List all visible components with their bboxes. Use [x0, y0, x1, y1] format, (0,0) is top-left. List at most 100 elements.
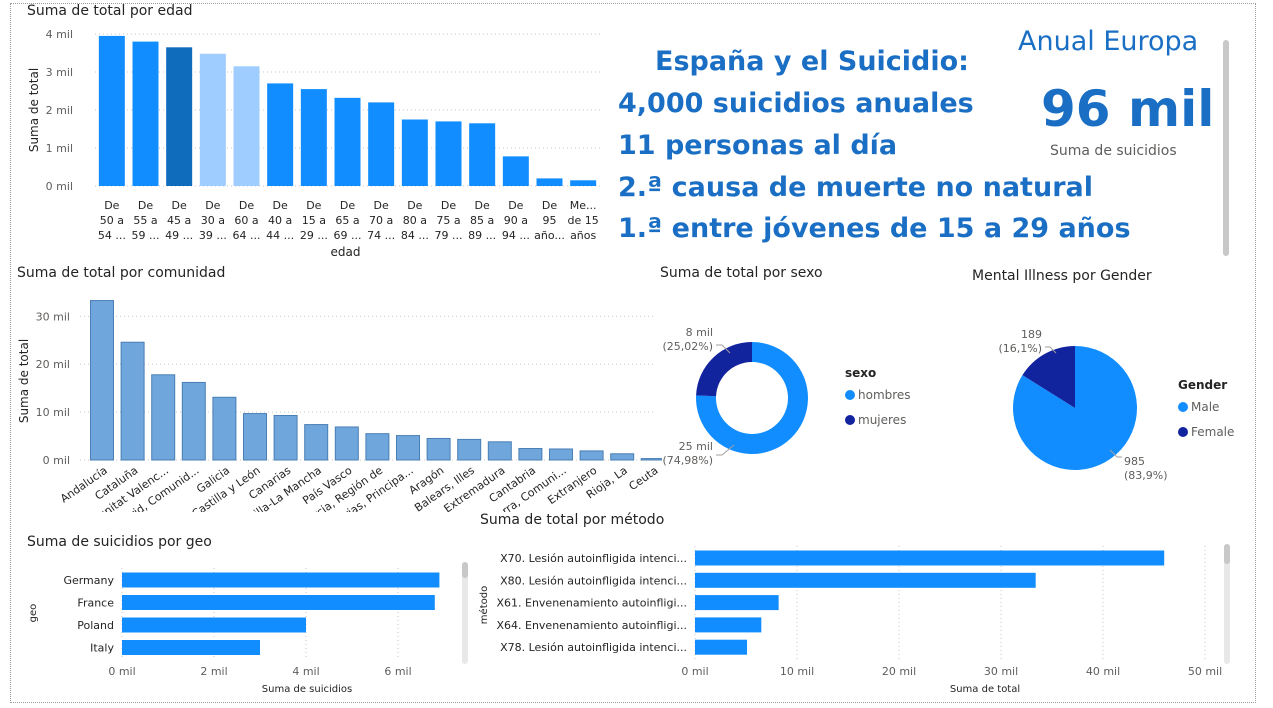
- geo-y-axis-label: geo: [28, 604, 39, 623]
- comunidad-y-axis-label: Suma de total: [17, 339, 31, 423]
- edad-x-tick-label: 70 a: [369, 214, 393, 227]
- comunidad-bar: [610, 453, 635, 461]
- metodo-bar-chart[interactable]: 0 mil 10 mil 20 mil 30 mil 40 mil 50 mil X70. …: [475, 535, 1235, 703]
- geo-bar: [122, 595, 435, 610]
- comunidad-bar: [212, 396, 237, 461]
- metodo-y-tick-label: X70. Lesión autoinfligida intenci...: [500, 552, 687, 565]
- comunidad-bar: [304, 424, 329, 461]
- edad-x-axis-label: edad: [331, 245, 361, 259]
- comunidad-bar: [487, 441, 512, 461]
- geo-bar: [122, 640, 260, 655]
- edad-bar: [166, 47, 193, 186]
- edad-x-tick-label: De: [340, 199, 355, 212]
- comunidad-bar: [90, 300, 114, 461]
- edad-x-tick-label: De: [172, 199, 187, 212]
- report-canvas: [10, 3, 1256, 703]
- edad-x-tick-label: 29 ...: [300, 229, 328, 242]
- comunidad-y-tick-label: 20 mil: [36, 358, 70, 371]
- metodo-bar: [695, 572, 1036, 588]
- metodo-y-axis-label: método: [478, 586, 490, 624]
- edad-x-tick-label: 30 a: [201, 214, 225, 227]
- edad-bar: [536, 178, 563, 186]
- geo-x-axis-label: Suma de suicidios: [262, 684, 352, 695]
- comunidad-bar: [457, 438, 482, 461]
- sexo-leader-line: [716, 344, 731, 354]
- metodo-y-tick-label: X78. Lesión autoinfligida intenci...: [500, 641, 687, 654]
- headline-line-3: 11 personas al día: [618, 130, 898, 161]
- comunidad-x-tick-label: Ceuta: [626, 464, 660, 493]
- metodo-bar: [695, 595, 779, 611]
- comunidad-bar: [518, 448, 543, 461]
- sexo-chart-title: Suma de total por sexo: [660, 265, 823, 281]
- geo-y-tick-label: Italy: [90, 642, 114, 655]
- geo-scrollbar-thumb[interactable]: [462, 562, 468, 578]
- headline-line-1: España y el Suicidio:: [655, 46, 969, 77]
- metodo-x-tick-label: 30 mil: [984, 665, 1018, 678]
- edad-x-tick-label: 45 a: [167, 214, 191, 227]
- edad-x-tick-label: 50 a: [100, 214, 124, 227]
- metodo-y-tick-label: X80. Lesión autoinfligida intenci...: [500, 574, 687, 587]
- edad-x-tick-label: 39 ...: [199, 229, 227, 242]
- sexo-legend-title: sexo: [845, 366, 876, 380]
- metodo-bar: [695, 639, 748, 655]
- edad-bar-chart[interactable]: 0 mil 1 mil 2 mil 3 mil 4 mil Suma de total De…: [20, 20, 610, 265]
- sexo-leader-line: [716, 444, 735, 456]
- edad-bar: [570, 180, 597, 186]
- edad-x-tick-label: 49 ...: [165, 229, 193, 242]
- edad-x-tick-label: De: [104, 199, 119, 212]
- geo-x-tick-label: 2 mil: [200, 665, 227, 678]
- edad-x-tick-label: 55 a: [133, 214, 157, 227]
- edad-x-tick-label: 60 a: [234, 214, 258, 227]
- edad-y-tick-label: 2 mil: [46, 104, 73, 117]
- gender-chart-title: Mental Illness por Gender: [972, 268, 1152, 284]
- metodo-y-tick-label: X61. Envenenamiento autoinfligi...: [496, 597, 687, 610]
- sexo-data-label: 25 mil: [679, 440, 713, 453]
- sexo-legend-marker: [845, 415, 855, 425]
- geo-bar-chart[interactable]: 0 mil 2 mil 4 mil 6 mil Germany France Poland I…: [20, 555, 480, 703]
- kpi-label: Suma de suicidios: [1050, 143, 1177, 159]
- geo-bar: [122, 617, 306, 633]
- gender-legend-title: Gender: [1178, 378, 1227, 392]
- edad-x-tick-label: 40 a: [268, 214, 292, 227]
- geo-bar: [122, 572, 440, 588]
- edad-x-tick-label: 94 ...: [502, 229, 530, 242]
- edad-x-tick-label: De: [205, 199, 220, 212]
- edad-bar: [334, 97, 361, 186]
- geo-x-tick-label: 0 mil: [108, 665, 135, 678]
- metodo-chart-title: Suma de total por método: [480, 512, 665, 528]
- geo-y-tick-label: France: [77, 597, 114, 610]
- edad-y-tick-label: 4 mil: [46, 28, 73, 41]
- gender-data-label: 985: [1124, 455, 1145, 468]
- kpi-value: 96 mil: [1041, 80, 1215, 138]
- comunidad-bar: [365, 433, 390, 461]
- metodo-x-axis-label: Suma de total: [950, 684, 1020, 695]
- edad-x-tick-label: De: [138, 199, 153, 212]
- geo-y-tick-label: Germany: [63, 574, 114, 587]
- metodo-x-tick-label: 40 mil: [1086, 665, 1120, 678]
- edad-bar: [502, 156, 529, 186]
- edad-x-tick-label: 89 ...: [468, 229, 496, 242]
- sexo-donut-chart[interactable]: 8 mil(25,02%) 25 mil(74,98%) sexo hombres mu…: [660, 285, 960, 500]
- metodo-scrollbar-thumb[interactable]: [1224, 544, 1230, 564]
- edad-x-tick-label: 90 a: [504, 214, 528, 227]
- edad-x-tick-label: 65 a: [335, 214, 359, 227]
- comunidad-bar: [396, 435, 420, 461]
- sexo-legend-marker: [845, 390, 855, 400]
- edad-x-tick-label: años: [570, 229, 596, 242]
- edad-x-tick-label: Me...: [570, 199, 597, 212]
- kpi-scrollbar[interactable]: [1223, 40, 1229, 256]
- geo-y-tick-label: Poland: [77, 619, 114, 632]
- gender-legend-marker: [1178, 402, 1188, 412]
- headline-line-4: 2.ª causa de muerte no natural: [618, 172, 1093, 203]
- metodo-x-tick-label: 20 mil: [882, 665, 916, 678]
- edad-x-tick-label: De: [441, 199, 456, 212]
- edad-bar: [368, 102, 395, 186]
- gender-pie-chart[interactable]: 189(16,1%) 985(83,9%) Gender Male Female: [960, 285, 1260, 500]
- comunidad-y-tick-label: 30 mil: [36, 310, 70, 323]
- edad-x-tick-label: 59 ...: [132, 229, 160, 242]
- headline-line-2: 4,000 suicidios anuales: [618, 88, 974, 119]
- gender-legend-item: Female: [1191, 425, 1234, 439]
- edad-y-tick-label: 1 mil: [46, 142, 73, 155]
- metodo-x-tick-label: 10 mil: [780, 665, 814, 678]
